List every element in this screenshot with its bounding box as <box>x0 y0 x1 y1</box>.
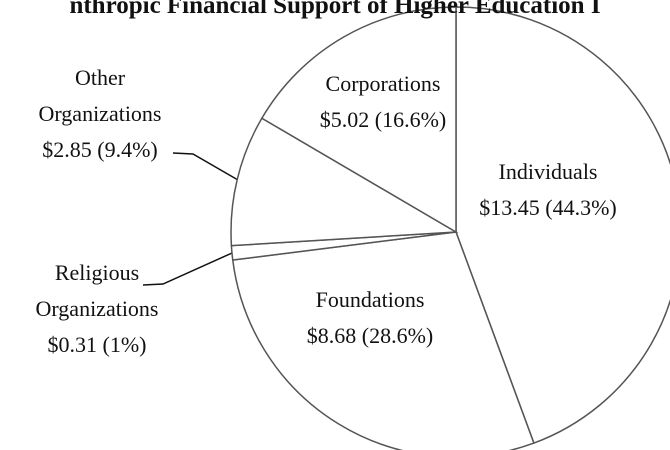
slice-value-label: $2.85 (9.4%) <box>42 137 158 162</box>
slice-value-label: $0.31 (1%) <box>47 332 147 357</box>
pie-slice <box>455 6 670 445</box>
pie-slice <box>231 231 535 450</box>
slice-category-label: Foundations <box>315 287 425 312</box>
slice-value-label: $5.02 (16.6%) <box>319 107 447 132</box>
chart-title: nthropic Financial Support of Higher Edu… <box>69 0 601 19</box>
pie-slice <box>260 6 457 234</box>
pie-slice <box>230 117 459 247</box>
slice-category-label: Religious Organizations <box>35 260 159 321</box>
slice-value-label: $8.68 (28.6%) <box>306 323 434 348</box>
slice-category-label: Corporations <box>325 71 441 96</box>
leader-line <box>142 252 233 286</box>
slice-category-label: Other Organizations <box>38 65 162 126</box>
leader-line <box>172 152 239 181</box>
slice-value-label: $13.45 (44.3%) <box>479 195 617 220</box>
slice-category-label: Individuals <box>498 159 598 184</box>
